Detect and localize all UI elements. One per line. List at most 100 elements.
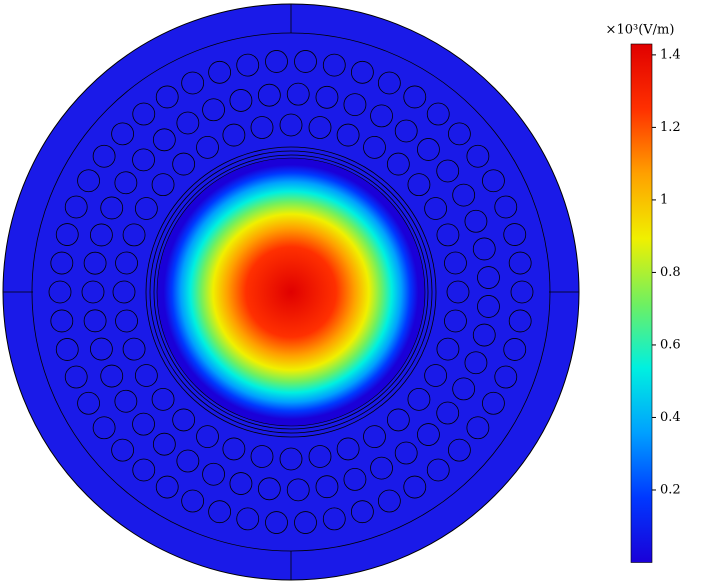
wire [236, 507, 260, 531]
wire [377, 71, 401, 95]
wire [172, 152, 196, 176]
wire [279, 447, 303, 471]
wire [407, 387, 431, 411]
wire [64, 195, 88, 219]
wire [265, 50, 288, 73]
wire [50, 251, 74, 275]
wire [115, 251, 138, 275]
colorbar-tick-label: 0.6 [660, 337, 681, 352]
wire [208, 60, 232, 84]
wire [236, 53, 260, 77]
wire [510, 280, 534, 304]
wire [202, 462, 225, 486]
wire [464, 351, 488, 375]
wire [92, 144, 116, 168]
wire [466, 416, 490, 440]
insulation-ring [145, 146, 437, 438]
wire [92, 416, 116, 440]
cable-geometry [2, 3, 580, 581]
wire [482, 391, 505, 415]
wire [308, 445, 332, 468]
wire [315, 475, 339, 499]
wire [370, 104, 393, 128]
wire [426, 102, 450, 126]
wire [151, 387, 175, 411]
wire [196, 135, 219, 159]
wire [132, 148, 155, 172]
wire [222, 123, 246, 147]
wire [122, 223, 146, 247]
wire [407, 173, 431, 197]
wire [132, 458, 156, 482]
wire [426, 458, 450, 482]
wire [403, 85, 427, 109]
wire [294, 511, 317, 534]
wire [494, 365, 518, 389]
wire [343, 93, 367, 117]
wire [403, 475, 427, 499]
wire [265, 511, 288, 534]
wire [386, 152, 410, 176]
wire [503, 338, 527, 361]
wire [436, 337, 460, 361]
wire [152, 432, 176, 456]
wire [336, 437, 360, 461]
wire [152, 128, 176, 152]
wire [363, 135, 386, 159]
colorbar-label: ×10³(V/m) [606, 23, 675, 38]
wire [370, 456, 393, 480]
wire [350, 500, 374, 524]
wire [155, 85, 179, 109]
wire [377, 489, 401, 513]
wire [386, 408, 410, 432]
wire [447, 438, 471, 462]
wire [64, 365, 88, 389]
colorbar-tick-label: 1 [660, 192, 668, 207]
wire [417, 423, 440, 446]
wire [81, 280, 105, 304]
wire [447, 122, 471, 146]
wire [229, 472, 253, 495]
wire [229, 89, 253, 112]
wire [257, 83, 281, 107]
wire [477, 266, 500, 289]
wire [363, 425, 386, 449]
wire [181, 71, 205, 95]
wire [111, 438, 135, 462]
wire [176, 449, 200, 473]
colorbar-tick-label: 1.2 [660, 120, 681, 135]
wire [208, 500, 232, 524]
wire [436, 159, 460, 183]
wire [472, 323, 496, 347]
wire [424, 197, 448, 220]
wire [279, 113, 303, 137]
wire [100, 196, 124, 220]
wire [181, 489, 205, 513]
wire [343, 467, 367, 491]
wire [55, 223, 79, 246]
wire [444, 251, 467, 275]
wire [286, 82, 310, 106]
colorbar-tick-label: 0.4 [660, 410, 681, 425]
wire [446, 280, 470, 304]
wire [250, 445, 274, 468]
wire [503, 223, 527, 246]
wire [250, 116, 274, 139]
wire [472, 237, 496, 261]
field-core [156, 157, 426, 427]
wire [477, 295, 500, 318]
wire [452, 377, 476, 401]
wire [417, 138, 440, 161]
wire [350, 60, 374, 84]
wire [508, 309, 532, 333]
wire [257, 477, 281, 501]
wire [48, 280, 72, 304]
wire [452, 183, 476, 207]
colorbar [630, 43, 653, 563]
insulation-ring [153, 154, 429, 430]
wire [424, 364, 448, 387]
wire [322, 507, 346, 531]
wire [494, 195, 518, 219]
wire [111, 122, 135, 146]
